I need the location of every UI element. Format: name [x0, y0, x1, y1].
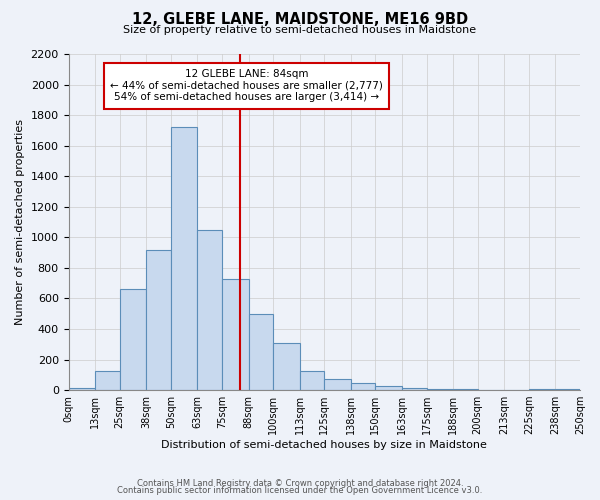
Bar — [197, 230, 222, 390]
Bar — [95, 371, 119, 390]
Text: 12 GLEBE LANE: 84sqm
← 44% of semi-detached houses are smaller (2,777)
54% of se: 12 GLEBE LANE: 84sqm ← 44% of semi-detac… — [110, 70, 383, 102]
Bar — [324, 380, 351, 390]
Bar — [146, 250, 171, 390]
Bar — [402, 388, 427, 390]
Bar — [171, 128, 197, 390]
Bar — [351, 383, 376, 390]
Bar — [376, 386, 402, 390]
Bar — [119, 290, 146, 390]
Bar — [248, 314, 273, 390]
Bar — [273, 342, 300, 390]
Bar — [68, 388, 95, 390]
Y-axis label: Number of semi-detached properties: Number of semi-detached properties — [15, 119, 25, 325]
X-axis label: Distribution of semi-detached houses by size in Maidstone: Distribution of semi-detached houses by … — [161, 440, 487, 450]
Text: Size of property relative to semi-detached houses in Maidstone: Size of property relative to semi-detach… — [124, 25, 476, 35]
Bar — [529, 388, 556, 390]
Bar — [300, 371, 324, 390]
Bar — [222, 278, 248, 390]
Bar — [453, 388, 478, 390]
Text: 12, GLEBE LANE, MAIDSTONE, ME16 9BD: 12, GLEBE LANE, MAIDSTONE, ME16 9BD — [132, 12, 468, 28]
Text: Contains HM Land Registry data © Crown copyright and database right 2024.: Contains HM Land Registry data © Crown c… — [137, 478, 463, 488]
Text: Contains public sector information licensed under the Open Government Licence v3: Contains public sector information licen… — [118, 486, 482, 495]
